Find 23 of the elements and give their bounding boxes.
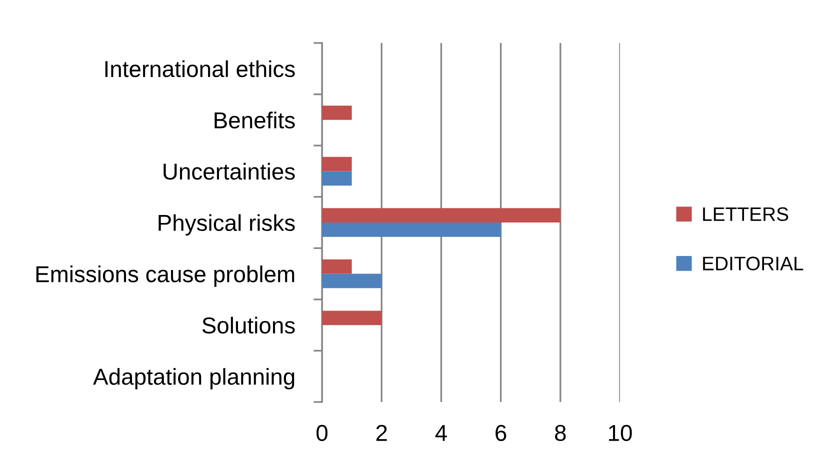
x-tick-label: 2	[376, 424, 387, 441]
bar	[322, 310, 382, 326]
x-tick-label: 8	[555, 424, 566, 442]
y-tick-label: International ethics	[105, 60, 295, 78]
y-tick-label: Physical risks	[158, 214, 295, 236]
x-tick-label: 6	[496, 424, 506, 442]
y-tick-label: Emissions cause problem	[36, 265, 294, 287]
bar	[322, 259, 352, 274]
bar	[322, 106, 352, 120]
y-tick-label: Uncertainties	[164, 162, 295, 180]
bar	[322, 208, 560, 222]
bar	[322, 274, 382, 288]
x-tick-label: 0	[316, 424, 328, 442]
y-tick-label: Solutions	[202, 316, 295, 334]
legend-label: LETTERS	[703, 207, 788, 222]
bar	[322, 222, 501, 237]
bar	[322, 171, 352, 186]
x-tick-label: 4	[435, 425, 447, 441]
y-tick-label: Benefits	[214, 112, 295, 128]
x-tick-label: 10	[609, 424, 632, 442]
y-tick-label: Adaptation planning	[93, 368, 294, 390]
legend-label: EDITORIAL	[703, 256, 804, 270]
bar	[322, 156, 352, 172]
